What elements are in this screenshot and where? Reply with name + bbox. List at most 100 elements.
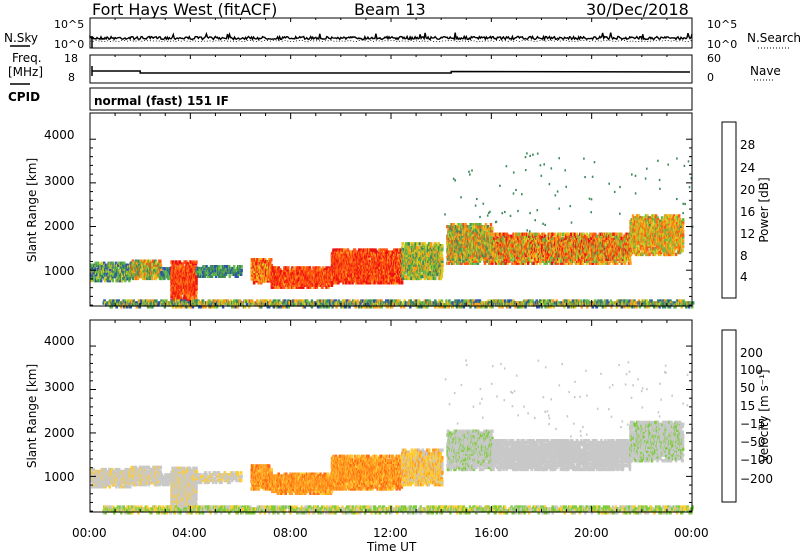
power-echo-cell — [171, 270, 175, 274]
power-echo-cell — [230, 268, 233, 273]
power-echo-cell — [316, 266, 320, 270]
power-echo-cell — [122, 269, 125, 273]
power-echo-cell — [130, 261, 133, 265]
power-echo-cell — [260, 281, 263, 285]
power-echo-cell — [185, 271, 188, 276]
power-echo-cell — [182, 266, 186, 270]
cpid-label: CPID — [8, 90, 40, 104]
x-tick-label: 04:00 — [172, 526, 207, 540]
power-echo-cell — [163, 276, 166, 281]
power-echo-cell — [104, 278, 107, 283]
power-echo-cell — [142, 271, 145, 275]
power-echo-cell — [116, 265, 119, 269]
power-echo-cell — [304, 268, 307, 272]
power-echo-cell — [129, 275, 132, 279]
power-echo-cell — [338, 275, 341, 279]
power-echo-cell — [199, 272, 202, 276]
power-echo-cell — [134, 259, 137, 263]
power-echo-cell — [171, 279, 175, 283]
power-echo-cell — [211, 268, 215, 273]
power-echo-cell — [93, 265, 96, 269]
power-echo-cell — [171, 295, 175, 299]
power-echo-cell — [252, 258, 255, 262]
power-echo-cell — [332, 252, 335, 256]
power-echo-cell — [186, 271, 190, 276]
power-echo-cell — [114, 263, 117, 267]
nsky-trace — [89, 31, 693, 42]
power-echo-cell — [154, 274, 157, 279]
power-echo-cell — [122, 277, 125, 281]
power-echo-cell — [330, 252, 334, 256]
power-echo-cell — [221, 265, 224, 269]
power-echo-cell — [236, 274, 239, 278]
power-echo-cell — [271, 285, 274, 289]
power-echo-cell — [179, 283, 182, 287]
power-echo-cell — [197, 266, 201, 271]
power-echo-cell — [272, 268, 275, 272]
power-echo-cell — [300, 268, 304, 272]
power-echo-cell — [213, 266, 216, 271]
power-echo-cell — [334, 250, 337, 254]
noise-tick-left-bottom: 10^0 — [54, 38, 84, 51]
power-echo-cell — [195, 285, 198, 289]
power-echo-cell — [330, 283, 334, 287]
power-echo-cell — [407, 242, 410, 246]
power-echo-cell — [181, 264, 184, 268]
power-echo-cell — [250, 277, 253, 281]
power-echo-cell — [339, 248, 342, 252]
power-echo-cell — [143, 261, 146, 265]
power-echo-cell — [149, 265, 152, 269]
power-echo-cell — [286, 285, 289, 289]
power-echo-cell — [104, 271, 107, 275]
power-echo-cell — [92, 263, 95, 267]
power-echo-cell — [151, 276, 154, 281]
power-echo-cell — [344, 281, 348, 285]
power-echo-cell — [186, 270, 190, 274]
power-echo-cell — [156, 274, 159, 279]
power-echo-cell — [106, 263, 109, 267]
power-echo-cell — [228, 274, 231, 278]
power-echo-cell — [111, 278, 114, 283]
power-echo-cell — [192, 291, 196, 295]
power-echo-cell — [340, 252, 343, 256]
power-echo-cell — [332, 258, 335, 262]
power-echo-cell — [265, 279, 268, 283]
power-echo-cell — [195, 273, 198, 278]
power-echo-cell — [255, 273, 258, 277]
power-echo-cell — [147, 269, 150, 273]
power-echo-cell — [132, 272, 135, 277]
power-echo-cell — [100, 267, 103, 271]
power-echo-cell — [102, 275, 105, 279]
power-echo-cell — [127, 265, 130, 269]
power-echo-cell — [262, 263, 265, 268]
power-echo-cell — [273, 283, 276, 287]
power-echo-cell — [90, 278, 93, 283]
power-echo-cell — [171, 268, 174, 272]
vel-ytick-4000: 4000 — [44, 334, 75, 348]
power-echo-cell — [221, 270, 224, 275]
power-echo-cell — [263, 261, 266, 266]
power-echo-cell — [253, 261, 256, 266]
power-echo-cell — [97, 261, 100, 265]
power-echo-cell — [217, 274, 221, 278]
power-ytick-4000: 4000 — [44, 128, 75, 142]
power-echo-cell — [238, 268, 241, 273]
power-echo-cell — [154, 265, 158, 269]
power-echo-cell — [137, 272, 140, 277]
power-echo-cell — [337, 277, 341, 281]
x-axis-title: Time UT — [367, 540, 416, 554]
power-echo-cell — [192, 260, 196, 264]
power-echo-cell — [135, 263, 139, 267]
vel-ytick-1000: 1000 — [44, 470, 75, 484]
power-echo-cell — [280, 285, 283, 289]
power-echo-cell — [159, 265, 163, 269]
power-echo-cell — [207, 266, 210, 271]
power-echo-cell — [199, 270, 202, 275]
power-echo-cell — [324, 272, 327, 276]
vel-cbar-tick: 200 — [740, 346, 763, 360]
power-echo-cell — [211, 266, 215, 271]
power-echo-cell — [159, 269, 163, 273]
vel-cbar-tick: 50 — [740, 381, 755, 395]
power-echo-cell — [154, 259, 157, 263]
power-echo-cell — [99, 267, 102, 271]
